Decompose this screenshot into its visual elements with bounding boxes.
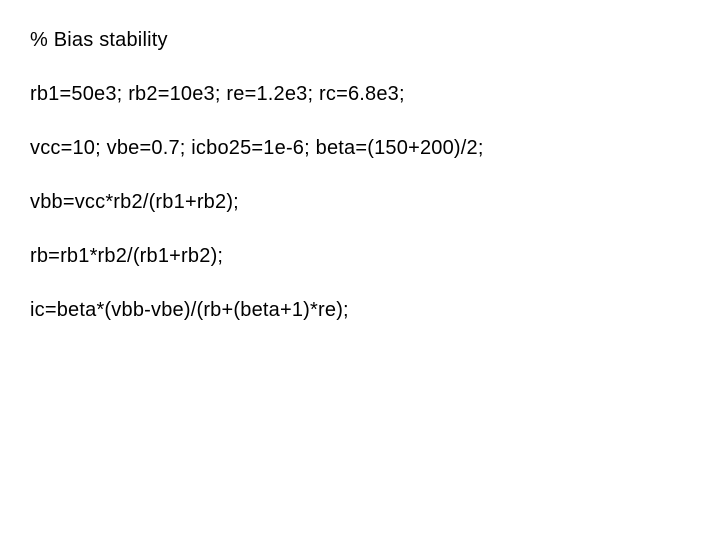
code-line-4: vbb=vcc*rb2/(rb1+rb2); (30, 190, 720, 214)
code-line-1: % Bias stability (30, 28, 720, 52)
code-line-2: rb1=50e3; rb2=10e3; re=1.2e3; rc=6.8e3; (30, 82, 720, 106)
code-line-5: rb=rb1*rb2/(rb1+rb2); (30, 244, 720, 268)
code-page: % Bias stability rb1=50e3; rb2=10e3; re=… (0, 0, 720, 540)
code-line-6: ic=beta*(vbb-vbe)/(rb+(beta+1)*re); (30, 298, 720, 322)
code-line-3: vcc=10; vbe=0.7; icbo25=1e-6; beta=(150+… (30, 136, 720, 160)
